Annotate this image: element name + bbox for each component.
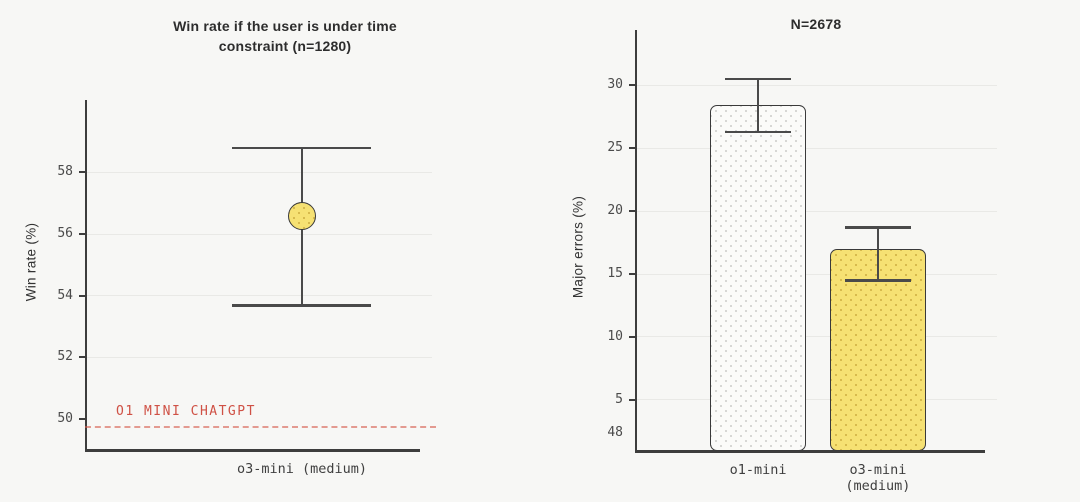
y-tick-mark	[629, 210, 635, 213]
error-bar-cap-top	[725, 77, 792, 81]
y-tick-mark	[79, 294, 85, 297]
chart-title-line-2: constraint (n=1280)	[218, 38, 352, 54]
y-axis-line	[635, 30, 637, 451]
y-axis-line	[85, 100, 87, 450]
y-tick-label: 20	[607, 203, 623, 219]
error-bar-line	[757, 78, 760, 132]
baseline-label: O1 MINI CHATGPT	[116, 404, 256, 419]
y-tick-mark	[629, 335, 635, 338]
data-point-marker	[287, 201, 316, 230]
y-tick-mark	[79, 356, 85, 359]
y-axis-label: Major errors (%)	[570, 195, 586, 299]
y-gridline	[635, 273, 997, 275]
x-tick-label: o3-mini (medium)	[845, 462, 911, 494]
y-tick-mark	[79, 171, 85, 174]
baseline-dashed-line	[85, 426, 436, 428]
y-gridline	[85, 171, 432, 173]
major-errors-chart: N=2678 Major errors (%) 30 25 20 15 10 5 48 o1-…	[540, 0, 1080, 502]
y-tick-label: 58	[57, 164, 73, 180]
error-bar-cap-bottom	[844, 279, 911, 282]
error-bar-cap-bottom	[232, 304, 372, 307]
y-tick-label: 25	[607, 140, 623, 156]
y-gridline	[635, 399, 997, 401]
y-tick-label: 30	[607, 77, 623, 93]
y-gridline	[85, 295, 432, 297]
bar-o1-mini	[710, 105, 807, 451]
x-axis-line	[635, 450, 985, 453]
y-tick-label: 52	[57, 349, 73, 365]
y-gridline	[635, 336, 997, 338]
y-gridline	[85, 233, 432, 235]
y-tick-mark	[629, 398, 635, 401]
y-tick-label: 50	[57, 411, 73, 427]
y-gridline	[635, 147, 997, 149]
error-bar-cap-top	[844, 226, 911, 229]
y-tick-mark	[629, 84, 635, 87]
y-tick-label: 56	[57, 226, 73, 242]
chart-title-line-1: Win rate if the user is under time	[173, 18, 397, 34]
x-tick-label: o3-mini (medium)	[236, 461, 368, 477]
y-gridline	[635, 84, 997, 86]
chart-title: N=2678	[790, 16, 842, 32]
y-gridline	[635, 210, 997, 212]
y-tick-label: 54	[57, 287, 73, 303]
bar-o3-mini-medium-	[829, 248, 926, 451]
x-axis-line	[85, 449, 420, 452]
chart-title: Win rate if the user is under time constr…	[60, 16, 510, 56]
y-tick-label: 48	[607, 425, 623, 441]
y-tick-mark	[79, 418, 85, 421]
y-tick-mark	[629, 273, 635, 275]
error-bar-cap-top	[232, 146, 372, 150]
y-tick-mark	[79, 233, 85, 236]
error-bar-cap-bottom	[725, 130, 792, 134]
y-tick-label: 5	[615, 391, 623, 407]
y-tick-label: 15	[607, 266, 623, 281]
y-tick-label: 10	[607, 328, 623, 344]
x-tick-label: o1-mini	[729, 462, 787, 478]
y-tick-mark	[629, 147, 635, 150]
win-rate-chart: Win rate if the user is under time constr…	[24, 16, 510, 477]
error-bar-line	[876, 227, 879, 281]
y-gridline	[85, 356, 432, 358]
